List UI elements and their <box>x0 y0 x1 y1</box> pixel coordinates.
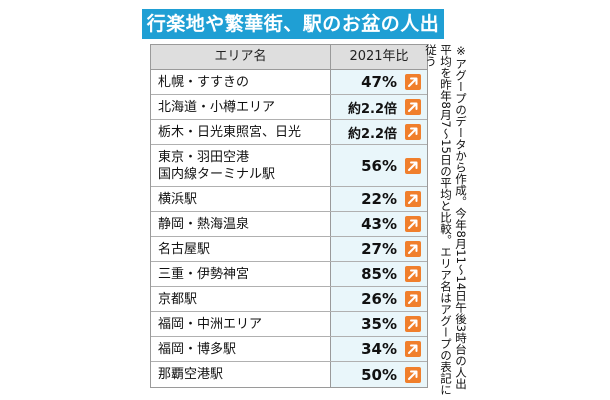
area-name-line: 国内線ターミナル駅 <box>158 166 276 182</box>
table-row: 那覇空港駅 50% <box>151 362 427 387</box>
area-name: 北海道・小樽エリア <box>151 95 331 119</box>
table-header: エリア名 2021年比 <box>151 45 427 70</box>
area-name: 福岡・中洲エリア <box>151 312 331 336</box>
table-row: 三重・伊勢神宮 85% <box>151 262 427 287</box>
up-right-arrow-icon <box>405 366 421 383</box>
table-row: 東京・羽田空港 国内線ターミナル駅 56% <box>151 145 427 187</box>
change-value: 約2.2倍 <box>347 126 397 142</box>
up-right-arrow-icon <box>405 216 421 232</box>
area-name-line: 栃木・日光東照宮、日光 <box>158 124 302 140</box>
change-value: 50% <box>361 365 397 384</box>
area-name-line: 那覇空港駅 <box>158 367 224 382</box>
table-body: 札幌・すすきの 47% 北海道・小樽エリア 約2.2倍 栃木・日光東照宮、日光 約2.2倍… <box>151 70 427 387</box>
area-name-line: 福岡・中洲エリア <box>158 316 263 332</box>
up-right-arrow-icon <box>405 316 421 332</box>
column-header-area: エリア名 <box>151 45 331 69</box>
table-row: 福岡・中洲エリア 35% <box>151 312 427 337</box>
change-value: 約2.2倍 <box>347 101 397 117</box>
area-name-line: 札幌・すすきの <box>158 74 250 90</box>
change-value: 56% <box>361 156 397 175</box>
change-cell: 22% <box>331 187 427 211</box>
area-name-line: 福岡・博多駅 <box>158 341 237 357</box>
area-name: 東京・羽田空港 国内線ターミナル駅 <box>151 145 331 186</box>
up-right-arrow-icon <box>405 74 421 90</box>
change-cell: 27% <box>331 237 427 261</box>
change-cell: 50% <box>331 362 427 387</box>
table-row: 栃木・日光東照宮、日光 約2.2倍 <box>151 120 427 145</box>
source-note: ※アグープのデータから作成。今年8月11～14日午後3時台の人出平均を昨年8月7… <box>424 44 468 396</box>
table-row: 福岡・博多駅 34% <box>151 337 427 362</box>
change-value: 27% <box>361 240 397 258</box>
change-value: 26% <box>361 290 397 308</box>
up-right-arrow-icon <box>405 191 421 207</box>
change-value: 47% <box>361 73 397 91</box>
change-value: 43% <box>361 215 397 233</box>
area-name: 札幌・すすきの <box>151 70 331 94</box>
area-name: 名古屋駅 <box>151 237 331 261</box>
up-right-arrow-icon <box>405 291 421 307</box>
table-row: 横浜駅 22% <box>151 187 427 212</box>
change-cell: 約2.2倍 <box>331 95 427 119</box>
area-name-line: 東京・羽田空港 <box>158 149 250 165</box>
table-row: 静岡・熱海温泉 43% <box>151 212 427 237</box>
area-name-line: 京都駅 <box>158 291 198 307</box>
table-row: 京都駅 26% <box>151 287 427 312</box>
change-cell: 85% <box>331 262 427 286</box>
table-row: 札幌・すすきの 47% <box>151 70 427 95</box>
area-name-line: 静岡・熱海温泉 <box>158 216 250 232</box>
up-right-arrow-icon <box>405 241 421 257</box>
change-cell: 約2.2倍 <box>331 120 427 144</box>
up-right-arrow-icon <box>405 99 421 115</box>
change-cell: 26% <box>331 287 427 311</box>
area-name: 福岡・博多駅 <box>151 337 331 361</box>
up-right-arrow-icon <box>405 266 421 282</box>
area-name-line: 名古屋駅 <box>158 241 211 257</box>
up-right-arrow-icon <box>405 341 421 357</box>
change-value: 34% <box>361 340 397 358</box>
change-value: 35% <box>361 315 397 333</box>
area-name-line: 横浜駅 <box>158 191 198 207</box>
change-cell: 35% <box>331 312 427 336</box>
data-table: エリア名 2021年比 札幌・すすきの 47% 北海道・小樽エリア 約2.2倍 栃木・日… <box>150 44 428 388</box>
table-row: 北海道・小樽エリア 約2.2倍 <box>151 95 427 120</box>
area-name: 京都駅 <box>151 287 331 311</box>
change-cell: 56% <box>331 145 427 186</box>
table-row: 名古屋駅 27% <box>151 237 427 262</box>
change-cell: 47% <box>331 70 427 94</box>
area-name: 三重・伊勢神宮 <box>151 262 331 286</box>
change-cell: 43% <box>331 212 427 236</box>
column-header-change: 2021年比 <box>349 49 409 64</box>
area-name: 那覇空港駅 <box>151 362 331 387</box>
area-name-line: 北海道・小樽エリア <box>158 99 276 115</box>
chart-title: 行楽地や繁華街、駅のお盆の人出 <box>142 9 444 39</box>
area-name: 静岡・熱海温泉 <box>151 212 331 236</box>
area-name: 栃木・日光東照宮、日光 <box>151 120 331 144</box>
up-right-arrow-icon <box>405 157 421 174</box>
change-value: 85% <box>361 265 397 283</box>
change-cell: 34% <box>331 337 427 361</box>
area-name: 横浜駅 <box>151 187 331 211</box>
area-name-line: 三重・伊勢神宮 <box>158 266 250 282</box>
change-value: 22% <box>361 190 397 208</box>
up-right-arrow-icon <box>405 124 421 140</box>
